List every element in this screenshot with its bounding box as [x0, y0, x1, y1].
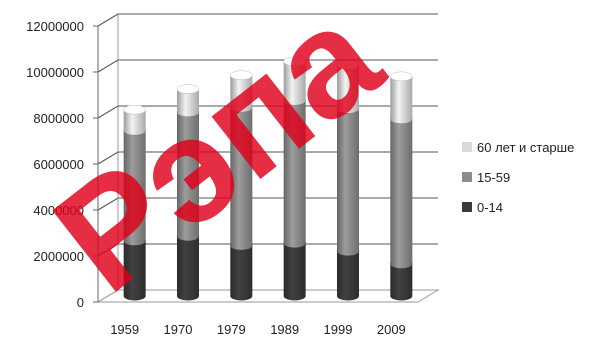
bars — [123, 56, 413, 301]
y-axis: 0 2000000 4000000 6000000 8000000 10000000 120… — [26, 19, 99, 310]
legend-label: 15-59 — [477, 170, 510, 185]
gridline — [97, 197, 438, 211]
bar-stack-2009 — [390, 71, 413, 301]
bar-segment-60-лет-и-старше-1959 — [123, 104, 146, 135]
bar-stack-1999 — [336, 60, 360, 301]
gridline — [97, 151, 438, 165]
x-tick-label: 1979 — [217, 322, 246, 337]
y-tick-label: 10000000 — [26, 65, 84, 80]
x-tick-label: 1989 — [270, 322, 299, 337]
bar-segment-60-лет-и-старше-1970 — [176, 84, 200, 117]
y-tick-label: 6000000 — [33, 157, 84, 172]
bar-segment-60-лет-и-старше-1989 — [283, 56, 306, 105]
bar-segment-60-лет-и-старше-1999 — [336, 60, 360, 114]
x-tick-label: 2009 — [377, 322, 406, 337]
legend-swatch — [462, 202, 472, 212]
bar-stack-1979 — [230, 70, 253, 301]
legend-swatch — [462, 142, 472, 152]
y-tick-label: 0 — [77, 295, 84, 310]
gridlines — [97, 13, 438, 257]
floor — [96, 289, 440, 303]
x-tick-label: 1970 — [164, 322, 193, 337]
bar-segment-60-лет-и-старше-2009 — [390, 71, 413, 124]
y-tick-label: 8000000 — [33, 111, 84, 126]
bar-segment-60-лет-и-старше-1979 — [230, 70, 253, 112]
legend-item: 60 лет и старше — [462, 140, 574, 155]
y-tick-label: 4000000 — [33, 203, 84, 218]
bar-stack-1970 — [176, 84, 200, 301]
gridline — [97, 59, 438, 73]
y-tick-label: 2000000 — [33, 249, 84, 264]
legend-label: 0-14 — [477, 200, 503, 215]
legend: 60 лет и старше 15-59 0-14 — [462, 140, 574, 215]
x-tick-label: 1999 — [324, 322, 353, 337]
legend-item: 15-59 — [462, 170, 510, 185]
legend-item: 0-14 — [462, 200, 503, 215]
gridline — [97, 105, 438, 119]
bar-segment-0-14-1989 — [283, 238, 306, 301]
bar-stack-1989 — [283, 56, 306, 301]
legend-swatch — [462, 172, 472, 182]
x-tick-label: 1959 — [110, 322, 139, 337]
gridline — [97, 243, 438, 257]
legend-label: 60 лет и старше — [477, 140, 574, 155]
y-tick-label: 12000000 — [26, 19, 84, 34]
bar-stack-1959 — [123, 104, 146, 301]
gridline — [97, 13, 438, 27]
bar-segment-15-59-2009 — [390, 114, 413, 269]
x-axis: 1959 1970 1979 1989 1999 2009 — [110, 322, 406, 337]
